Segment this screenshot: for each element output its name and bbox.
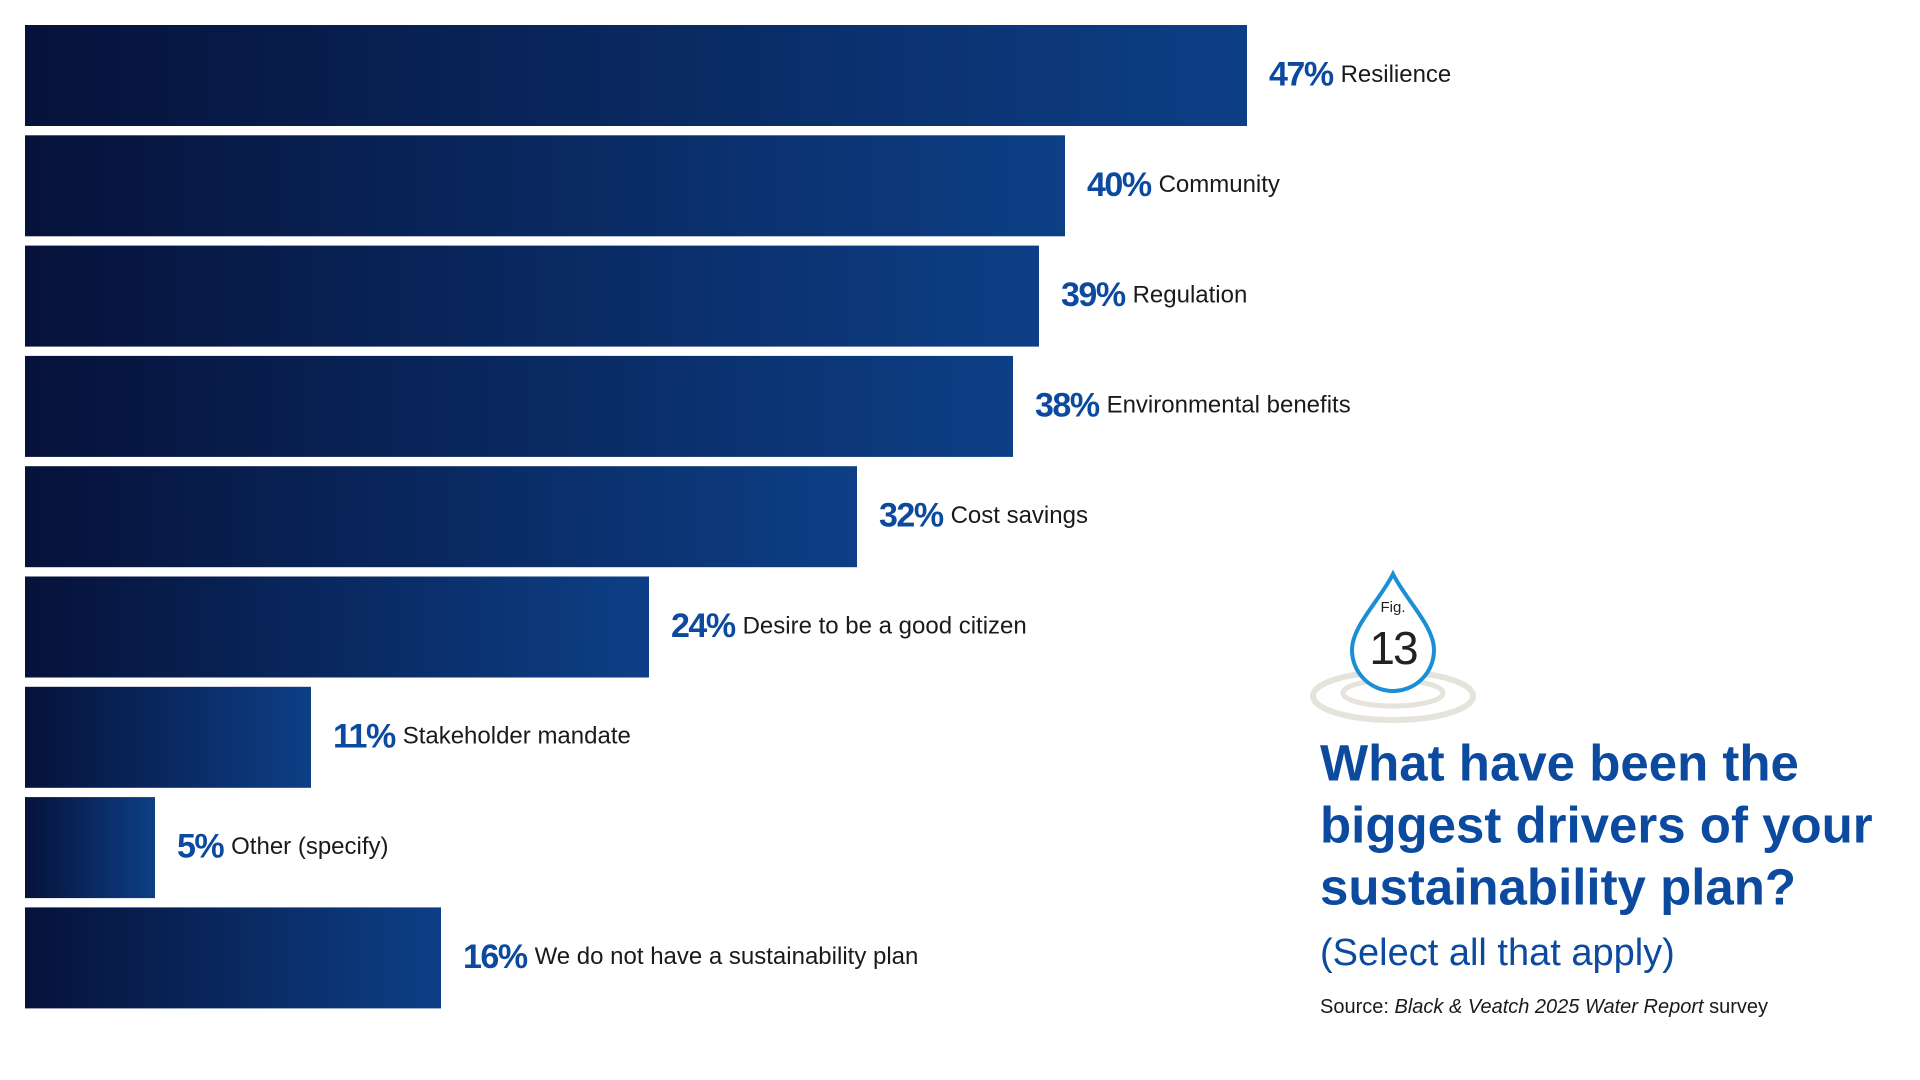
value-label: 38% (1035, 386, 1100, 424)
value-label: 11% (333, 717, 396, 755)
fig-label: Fig. (1380, 599, 1405, 616)
category-label: Stakeholder mandate (403, 723, 631, 750)
subtitle: (Select all that apply) (1320, 932, 1675, 974)
value-label: 40% (1087, 166, 1152, 204)
source-suffix: survey (1704, 996, 1768, 1018)
category-label: Cost savings (951, 502, 1088, 529)
category-label: Regulation (1133, 281, 1248, 308)
bar (25, 466, 857, 568)
category-label: Desire to be a good citizen (743, 612, 1027, 639)
category-label: Environmental benefits (1107, 392, 1351, 419)
bars: 47% Resilience 40% Community 39% Regulation 38… (25, 25, 1452, 1009)
bar (25, 686, 311, 788)
bar (25, 25, 1247, 126)
source-prefix: Source: (1320, 996, 1394, 1018)
chart-title: biggest drivers of your (1320, 796, 1873, 853)
source: Source: Black & Veatch 2025 Water Report… (1320, 996, 1768, 1018)
value-label: 47% (1269, 55, 1334, 93)
value-label: 16% (463, 938, 528, 976)
category-label: Community (1159, 171, 1280, 198)
source-work: Black & Veatch 2025 Water Report (1394, 996, 1704, 1018)
bar (25, 907, 441, 1009)
value-label: 5% (177, 828, 224, 866)
category-label: We do not have a sustainability plan (535, 943, 919, 970)
fig-number: 13 (1369, 622, 1417, 674)
bar (25, 797, 155, 899)
category-label: Other (specify) (231, 833, 388, 860)
bar (25, 355, 1013, 457)
value-label: 32% (879, 497, 944, 535)
bar (25, 135, 1065, 237)
chart-title: What have been the (1320, 734, 1799, 791)
figure-badge: Fig. 13 (1310, 569, 1476, 723)
value-label: 24% (671, 607, 736, 645)
drop-icon (1349, 569, 1437, 693)
bar (25, 245, 1039, 347)
category-label: Resilience (1341, 61, 1452, 88)
bar (25, 576, 649, 678)
chart-title: sustainability plan? (1320, 858, 1796, 915)
value-label: 39% (1061, 276, 1126, 314)
